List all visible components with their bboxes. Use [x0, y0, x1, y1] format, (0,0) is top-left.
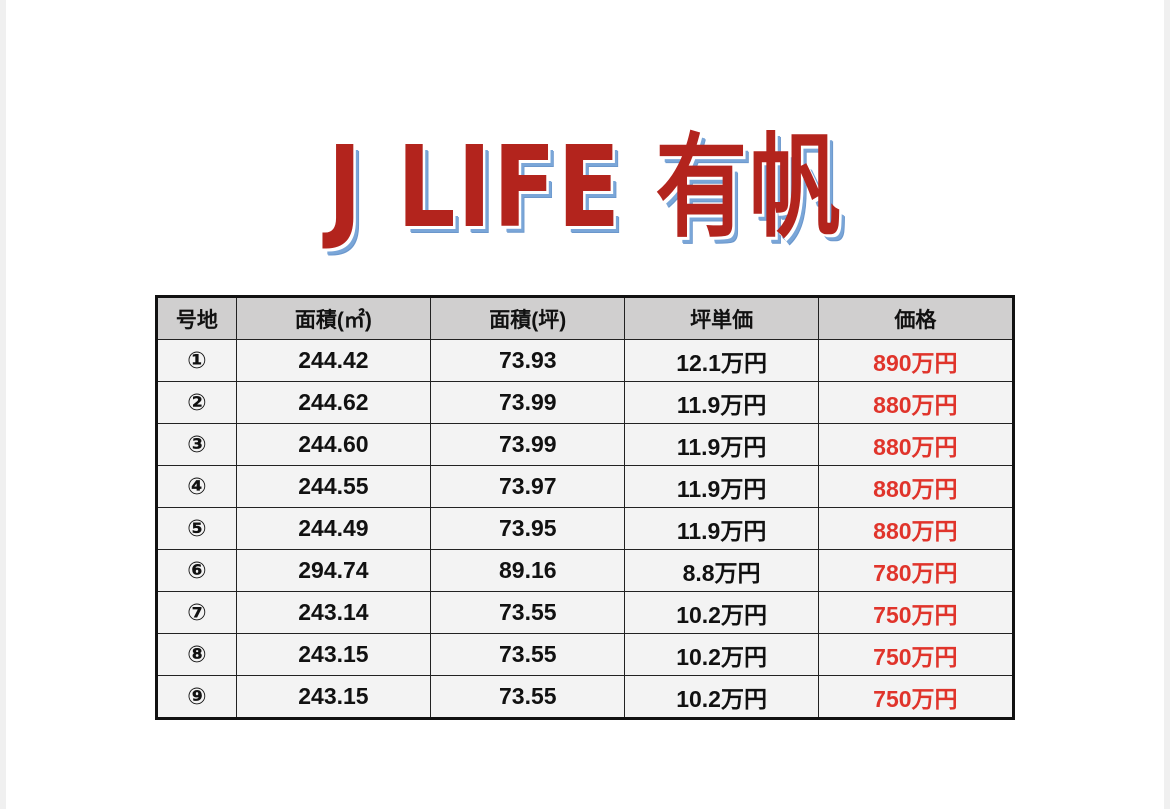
- table-row: ② 244.62 73.99 11.9万円 880万円: [156, 381, 1015, 424]
- table-row: ⑤ 244.49 73.95 11.9万円 880万円: [156, 507, 1015, 550]
- area-sqm: 243.15: [235, 633, 432, 676]
- table-row: ① 244.42 73.93 12.1万円 890万円: [156, 339, 1015, 382]
- lot-number: ⑥: [156, 549, 237, 592]
- area-sqm: 243.15: [235, 675, 432, 719]
- area-sqm: 294.74: [235, 549, 432, 592]
- unit-price: 8.8万円: [624, 549, 819, 592]
- page-edge-left: [0, 0, 6, 809]
- price: 880万円: [817, 381, 1015, 424]
- area-tsubo: 73.55: [430, 675, 626, 719]
- lot-price-table: 号地 面積(㎡) 面積(坪) 坪単価 価格 ① 244.42 73.93 12.1万円 890万…: [155, 295, 1015, 720]
- area-tsubo: 73.93: [430, 339, 626, 382]
- unit-price: 10.2万円: [624, 591, 819, 634]
- unit-price: 12.1万円: [624, 339, 819, 382]
- area-sqm: 243.14: [235, 591, 432, 634]
- table-row: ⑦ 243.14 73.55 10.2万円 750万円: [156, 591, 1015, 634]
- page-edge-right: [1164, 0, 1170, 809]
- header-area-tsubo: 面積(坪): [430, 296, 626, 340]
- area-sqm: 244.60: [235, 423, 432, 466]
- table-header-row: 号地 面積(㎡) 面積(坪) 坪単価 価格: [156, 296, 1015, 340]
- area-tsubo: 73.97: [430, 465, 626, 508]
- unit-price: 11.9万円: [624, 465, 819, 508]
- lot-number: ⑧: [156, 633, 237, 676]
- table-row: ⑥ 294.74 89.16 8.8万円 780万円: [156, 549, 1015, 592]
- price: 880万円: [817, 507, 1015, 550]
- table-row: ⑧ 243.15 73.55 10.2万円 750万円: [156, 633, 1015, 676]
- header-unit-price: 坪単価: [624, 296, 819, 340]
- lot-number: ④: [156, 465, 237, 508]
- header-price: 価格: [817, 296, 1015, 340]
- price: 890万円: [817, 339, 1015, 382]
- price: 780万円: [817, 549, 1015, 592]
- unit-price: 11.9万円: [624, 423, 819, 466]
- table-row: ⑨ 243.15 73.55 10.2万円 750万円: [156, 675, 1015, 719]
- area-tsubo: 73.95: [430, 507, 626, 550]
- area-tsubo: 89.16: [430, 549, 626, 592]
- page-title: J LIFE 有帆: [327, 123, 843, 253]
- area-sqm: 244.62: [235, 381, 432, 424]
- unit-price: 11.9万円: [624, 507, 819, 550]
- price: 750万円: [817, 591, 1015, 634]
- table-row: ④ 244.55 73.97 11.9万円 880万円: [156, 465, 1015, 508]
- price: 750万円: [817, 633, 1015, 676]
- unit-price: 11.9万円: [624, 381, 819, 424]
- lot-number: ③: [156, 423, 237, 466]
- price: 750万円: [817, 675, 1015, 719]
- unit-price: 10.2万円: [624, 633, 819, 676]
- lot-number: ①: [156, 339, 237, 382]
- area-sqm: 244.55: [235, 465, 432, 508]
- area-tsubo: 73.55: [430, 633, 626, 676]
- table-row: ③ 244.60 73.99 11.9万円 880万円: [156, 423, 1015, 466]
- lot-number: ⑦: [156, 591, 237, 634]
- area-sqm: 244.42: [235, 339, 432, 382]
- price: 880万円: [817, 465, 1015, 508]
- area-tsubo: 73.99: [430, 381, 626, 424]
- unit-price: 10.2万円: [624, 675, 819, 719]
- lot-number: ⑨: [156, 675, 237, 719]
- price: 880万円: [817, 423, 1015, 466]
- lot-number: ②: [156, 381, 237, 424]
- area-tsubo: 73.55: [430, 591, 626, 634]
- area-sqm: 244.49: [235, 507, 432, 550]
- header-lot: 号地: [156, 296, 237, 340]
- lot-number: ⑤: [156, 507, 237, 550]
- header-area-sqm: 面積(㎡): [235, 296, 432, 340]
- area-tsubo: 73.99: [430, 423, 626, 466]
